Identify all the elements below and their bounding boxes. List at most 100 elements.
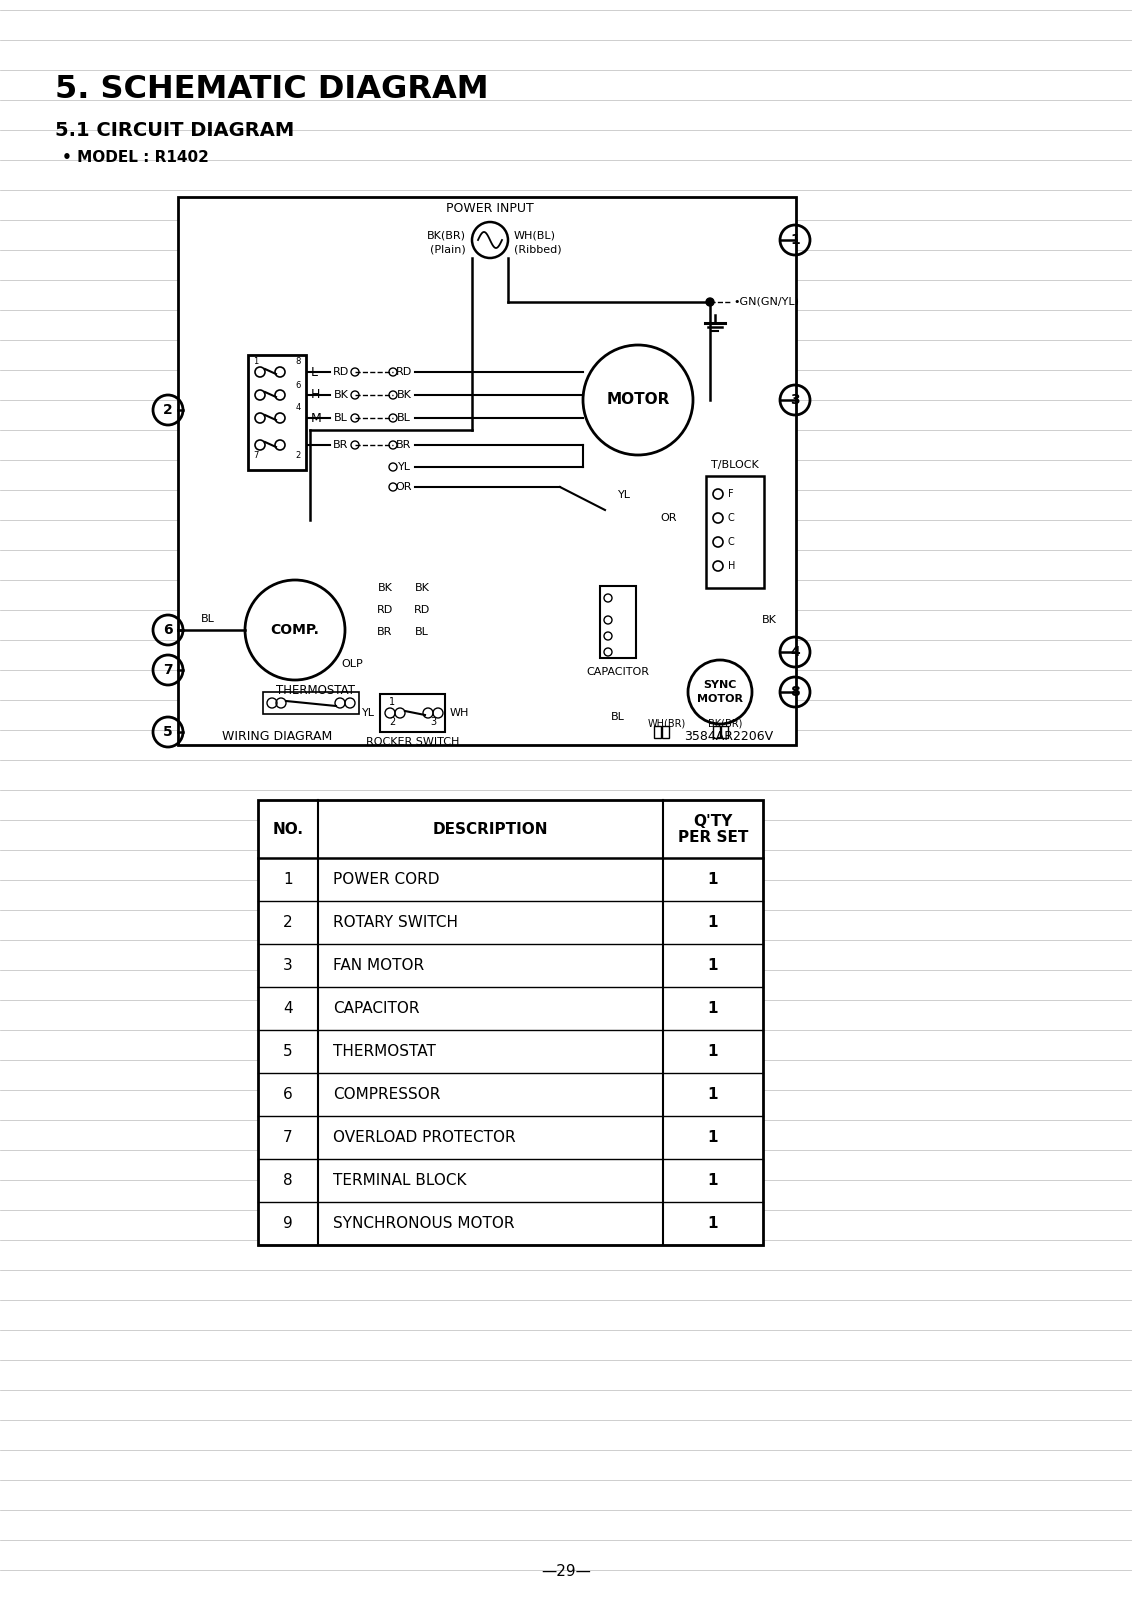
Text: 1: 1 (708, 1043, 718, 1059)
Text: MOTOR: MOTOR (697, 694, 743, 704)
Text: 1: 1 (790, 234, 800, 246)
Text: 1: 1 (708, 1173, 718, 1187)
Text: BL: BL (611, 712, 625, 722)
Bar (713, 726, 720, 738)
Text: FAN MOTOR: FAN MOTOR (333, 958, 424, 973)
Text: BK(BR): BK(BR) (708, 718, 743, 728)
Text: 6: 6 (295, 381, 301, 389)
Text: 2: 2 (295, 451, 301, 461)
Text: 1: 1 (708, 1130, 718, 1146)
Text: 8: 8 (283, 1173, 293, 1187)
Text: OLP: OLP (341, 659, 363, 669)
Text: —29—: —29— (541, 1565, 591, 1579)
Text: • MODEL : R1402: • MODEL : R1402 (62, 150, 209, 165)
Bar (248, 355, 306, 470)
Text: BK: BK (396, 390, 411, 400)
Bar (263, 691, 359, 714)
Text: Q'TY: Q'TY (693, 813, 732, 829)
Text: 2: 2 (389, 717, 395, 726)
Text: COMPRESSOR: COMPRESSOR (333, 1086, 440, 1102)
Text: 1: 1 (389, 698, 395, 707)
Text: BK: BK (414, 582, 429, 594)
Circle shape (713, 538, 723, 547)
Text: 1: 1 (708, 1216, 718, 1230)
Text: WH(BL): WH(BL) (514, 230, 556, 240)
Circle shape (706, 298, 714, 306)
Bar (654, 726, 661, 738)
Text: THERMOSTAT: THERMOSTAT (333, 1043, 436, 1059)
Circle shape (604, 594, 612, 602)
Text: BL: BL (397, 413, 411, 422)
Text: WIRING DIAGRAM: WIRING DIAGRAM (222, 730, 333, 742)
Text: RD: RD (333, 366, 349, 378)
Text: COMP.: COMP. (271, 622, 319, 637)
Text: RD: RD (396, 366, 412, 378)
Text: 9: 9 (283, 1216, 293, 1230)
Text: 1: 1 (708, 1002, 718, 1016)
Text: ROTARY SWITCH: ROTARY SWITCH (333, 915, 458, 930)
Text: MOTOR: MOTOR (607, 392, 670, 408)
Text: OVERLOAD PROTECTOR: OVERLOAD PROTECTOR (333, 1130, 515, 1146)
Bar (706, 477, 764, 587)
Text: BK: BK (334, 390, 349, 400)
Text: H: H (311, 389, 320, 402)
Text: 6: 6 (163, 622, 173, 637)
Text: 8: 8 (790, 685, 800, 699)
Text: 2: 2 (163, 403, 173, 418)
Text: CAPACITOR: CAPACITOR (586, 667, 650, 677)
Bar (258, 800, 763, 1245)
Text: RD: RD (414, 605, 430, 614)
Text: CAPACITOR: CAPACITOR (333, 1002, 420, 1016)
Text: 7: 7 (163, 662, 173, 677)
Text: F: F (728, 490, 734, 499)
Text: ROCKER SWITCH: ROCKER SWITCH (366, 738, 460, 747)
Circle shape (604, 616, 612, 624)
Text: 3: 3 (790, 394, 800, 406)
Circle shape (604, 648, 612, 656)
Text: 3: 3 (283, 958, 293, 973)
Text: C: C (728, 538, 735, 547)
Text: YL: YL (618, 490, 631, 499)
Text: 7: 7 (283, 1130, 293, 1146)
Circle shape (604, 632, 612, 640)
Circle shape (713, 490, 723, 499)
Text: 1: 1 (708, 872, 718, 886)
Text: PER SET: PER SET (678, 830, 748, 845)
Text: 1: 1 (708, 915, 718, 930)
Text: 5. SCHEMATIC DIAGRAM: 5. SCHEMATIC DIAGRAM (55, 74, 489, 106)
Bar (380, 694, 445, 733)
Text: BR: BR (377, 627, 393, 637)
Text: BL: BL (415, 627, 429, 637)
Text: BR: BR (396, 440, 412, 450)
Text: 5: 5 (163, 725, 173, 739)
Text: BK: BK (378, 582, 393, 594)
Circle shape (713, 562, 723, 571)
Bar (662, 726, 669, 738)
Text: (Plain): (Plain) (430, 243, 466, 254)
Text: H: H (728, 562, 736, 571)
Text: DESCRIPTION: DESCRIPTION (432, 821, 548, 837)
Text: NO.: NO. (273, 821, 303, 837)
Circle shape (713, 514, 723, 523)
Text: 1: 1 (254, 357, 258, 366)
Text: YL: YL (397, 462, 411, 472)
Text: YL: YL (362, 707, 375, 718)
Text: THERMOSTAT: THERMOSTAT (275, 683, 354, 696)
Bar (600, 586, 636, 658)
Bar (721, 726, 728, 738)
Text: BK(BR): BK(BR) (427, 230, 466, 240)
Text: 5: 5 (283, 1043, 293, 1059)
Text: WH: WH (451, 707, 470, 718)
Text: RD: RD (377, 605, 393, 614)
Text: L: L (311, 365, 318, 379)
Text: OR: OR (396, 482, 412, 493)
Text: 7: 7 (254, 451, 259, 461)
Text: 4: 4 (283, 1002, 293, 1016)
Text: BK: BK (762, 614, 777, 626)
Text: 3584AR2206V: 3584AR2206V (684, 730, 773, 742)
Text: BR: BR (333, 440, 349, 450)
Text: SYNC: SYNC (703, 680, 737, 690)
Text: 1: 1 (708, 1086, 718, 1102)
Text: 6: 6 (283, 1086, 293, 1102)
Text: 4: 4 (295, 403, 301, 413)
